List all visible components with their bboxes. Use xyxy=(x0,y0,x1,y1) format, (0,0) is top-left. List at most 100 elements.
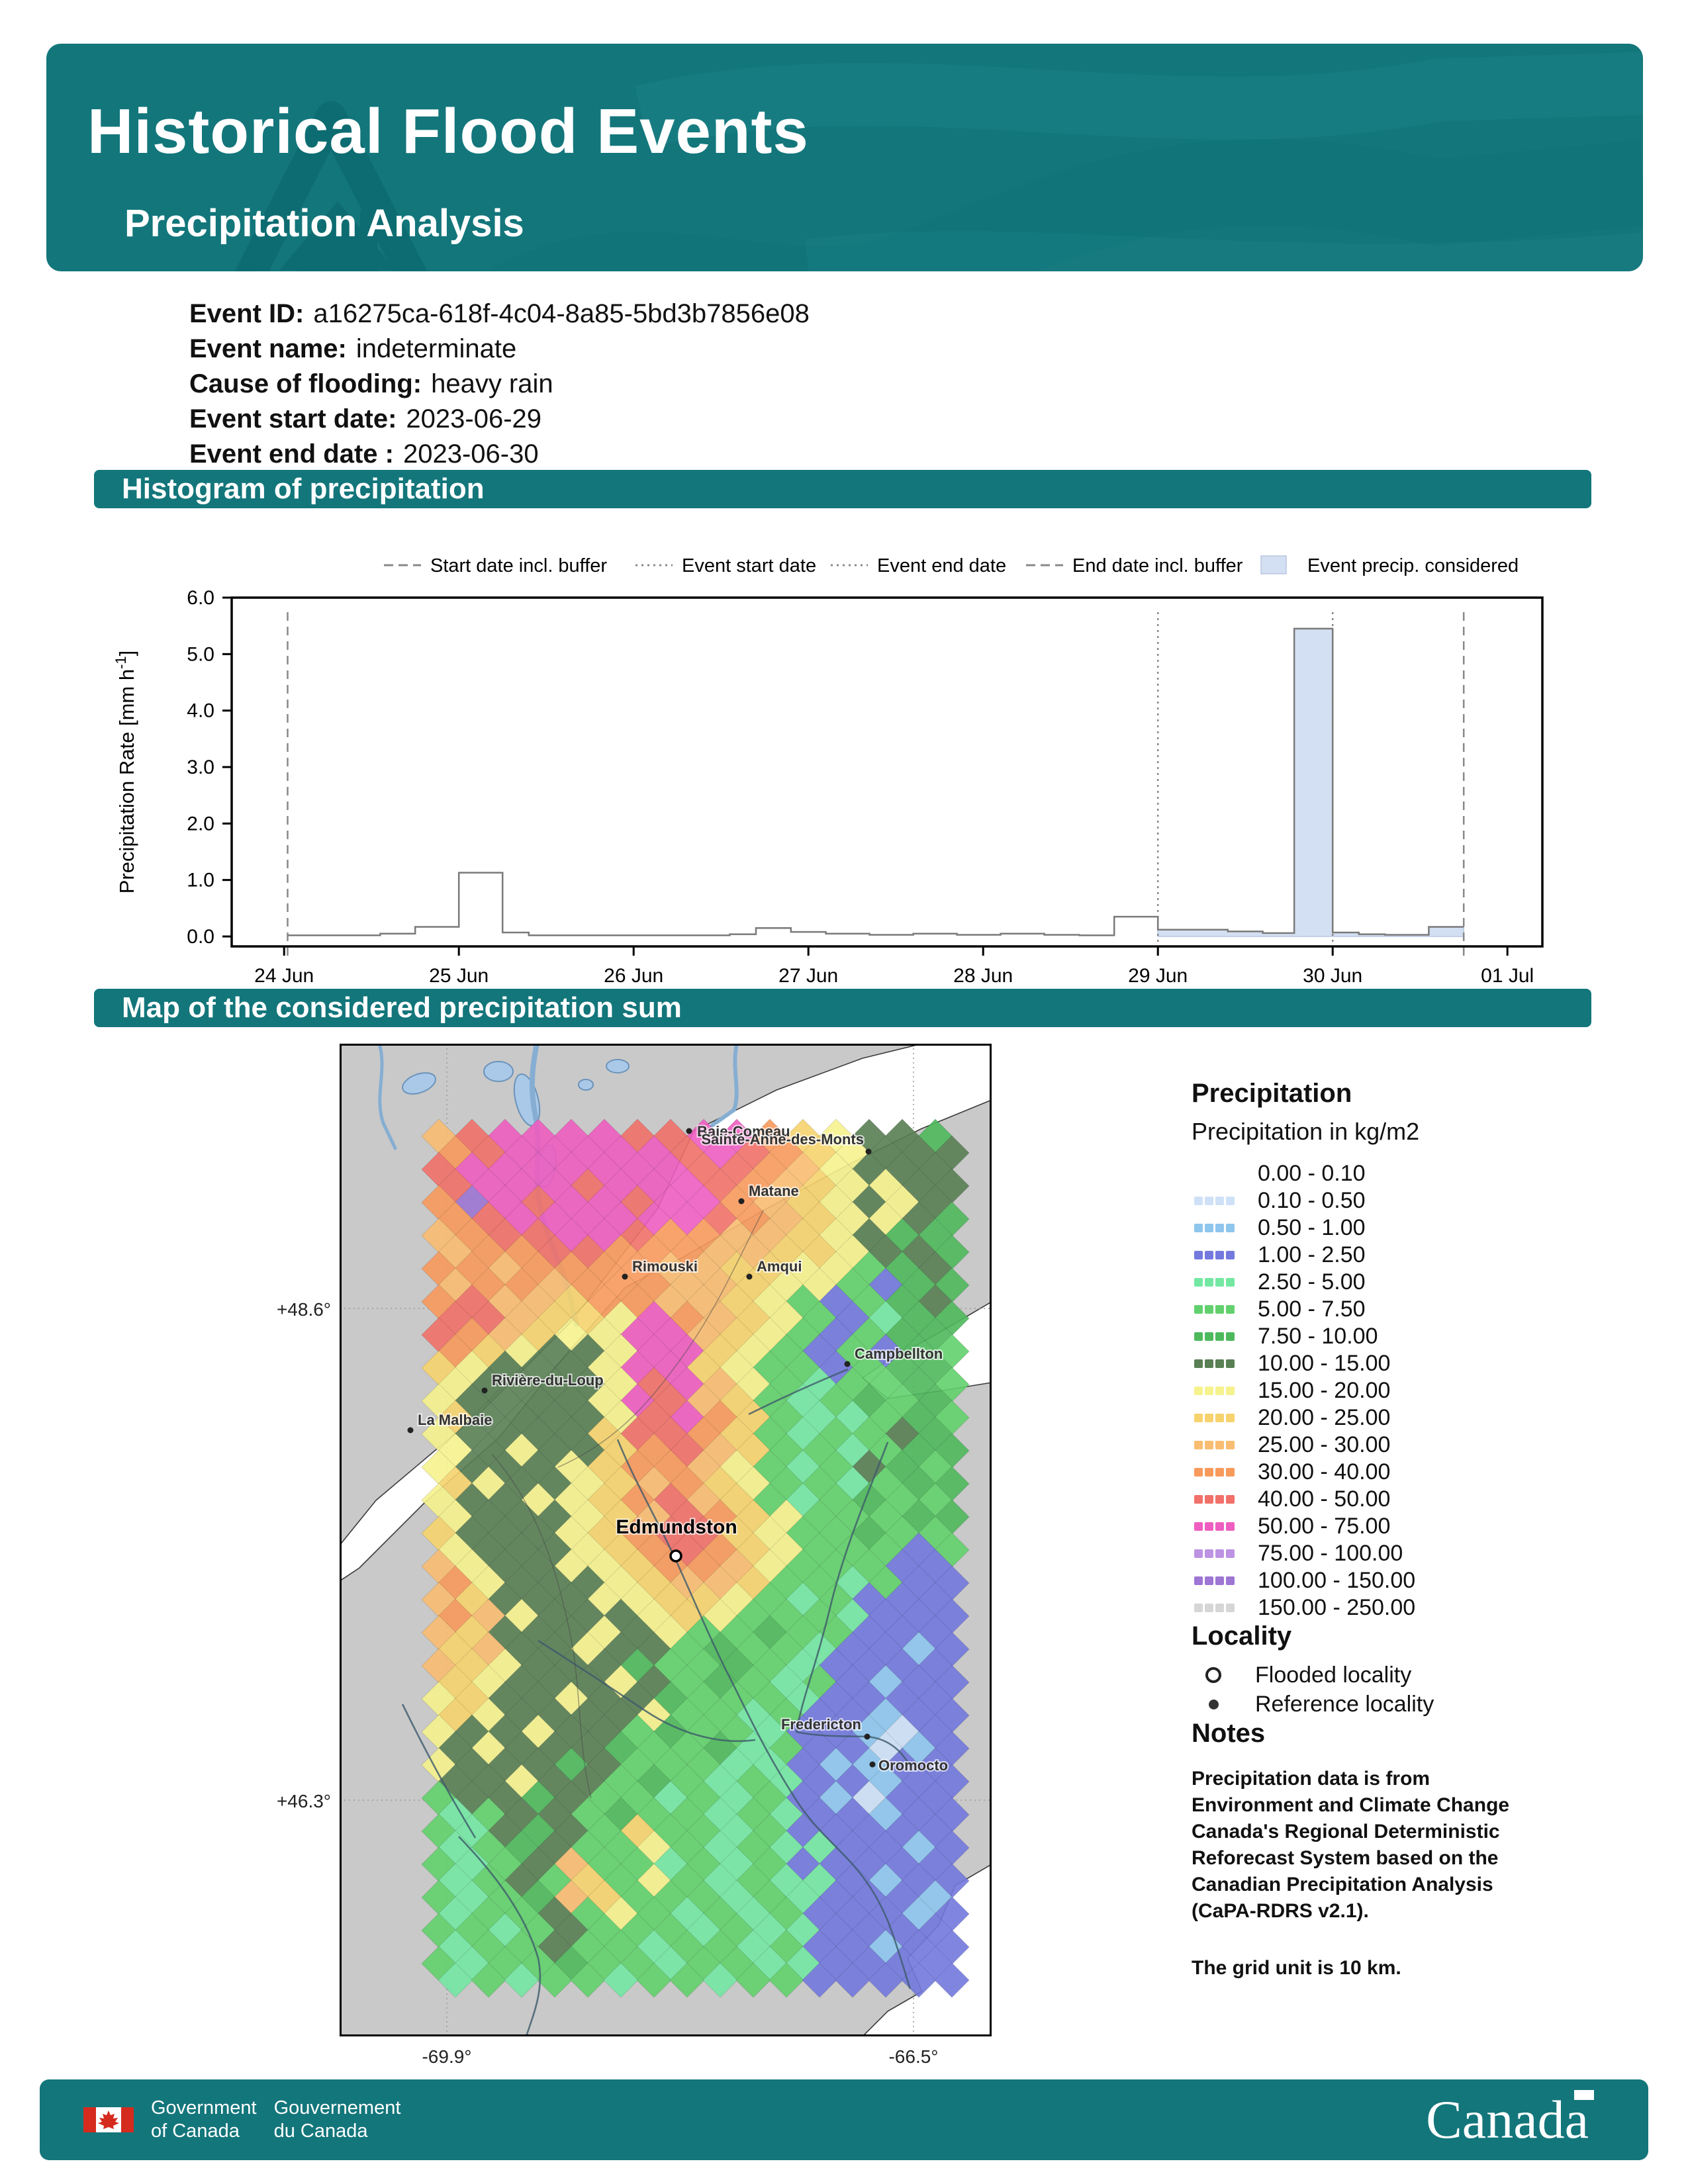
wordmark-flag-icon xyxy=(1574,2090,1594,2100)
map-lon-tick-label: -69.9° xyxy=(422,2046,472,2067)
city-label: Edmundston xyxy=(616,1516,737,1538)
legend-swatch xyxy=(1194,1495,1238,1504)
gov-en-line2: of Canada xyxy=(151,2120,240,2142)
precip-grid xyxy=(421,1118,970,1998)
section-header-map: Map of the considered precipitation sum xyxy=(94,989,1591,1027)
hist-legend-item: Event precip. considered xyxy=(1260,555,1519,576)
event-precip-fill xyxy=(1157,628,1464,937)
meta-value: heavy rain xyxy=(431,369,553,398)
hist-plot-frame xyxy=(230,596,1544,948)
city-label: Fredericton xyxy=(781,1716,861,1733)
legend-class-row: 150.00 - 250.00 xyxy=(1192,1594,1589,1621)
legend-class-row: 1.00 - 2.50 xyxy=(1192,1242,1589,1269)
hist-x-tick-label: 25 Jun xyxy=(429,965,489,986)
flooded-locality-marker xyxy=(669,1549,682,1563)
city-label: Sainte-Anne-des-Monts xyxy=(701,1131,864,1148)
hist-y-tick-label: 5.0 xyxy=(187,643,214,665)
gov-fr-line2: du Canada xyxy=(273,2120,368,2142)
precipitation-histogram: Start date incl. buffer Event start date E… xyxy=(113,555,1544,986)
legend-swatch xyxy=(1194,1359,1238,1368)
legend-swatch xyxy=(1194,1332,1238,1341)
legend-class-label: 75.00 - 100.00 xyxy=(1258,1541,1403,1566)
precip-cell xyxy=(471,1962,506,1998)
precip-cell xyxy=(636,1962,672,1998)
event-metadata: Event ID: a16275ca-618f-4c04-8a85-5bd3b78… xyxy=(189,296,810,472)
legend-class-label: 2.50 - 5.00 xyxy=(1258,1269,1366,1295)
hist-y-tick-label: 2.0 xyxy=(187,813,214,835)
legend-swatch xyxy=(1194,1549,1238,1558)
hist-legend-label: Event precip. considered xyxy=(1307,555,1519,576)
map-figure: Baie-Comeau Sainte-Anne-des-Monts Matane Ri… xyxy=(0,1032,1688,2078)
precip-cell xyxy=(934,1962,970,1998)
hist-y-tick-label: 0.0 xyxy=(187,926,214,948)
locality-row: Reference locality xyxy=(1192,1690,1589,1719)
city-label: Baie-Comeau xyxy=(697,1123,790,1140)
legend-class-label: 15.00 - 20.00 xyxy=(1258,1378,1391,1403)
gov-text-en: Government of Canada xyxy=(151,2097,257,2143)
hist-legend-label: Event start date xyxy=(682,555,816,576)
legend-swatch xyxy=(1194,1387,1238,1395)
city-label: Campbellton xyxy=(855,1345,943,1362)
legend-class-label: 7.50 - 10.00 xyxy=(1258,1324,1378,1349)
map-lat-tick-label: +46.3° xyxy=(276,1791,331,1811)
city-label: Rivière-du-Loup xyxy=(492,1372,604,1388)
notes-grid-unit: The grid unit is 10 km. xyxy=(1192,1957,1401,1979)
city-label: Rimouski xyxy=(632,1258,698,1275)
legend-class-row: 10.00 - 15.00 xyxy=(1192,1350,1589,1377)
precip-step-line xyxy=(287,627,1464,936)
legend-class-row: 0.10 - 0.50 xyxy=(1192,1187,1589,1214)
legend-class-label: 40.00 - 50.00 xyxy=(1258,1486,1391,1512)
legend-class-row: 75.00 - 100.00 xyxy=(1192,1540,1589,1567)
map-legend-panel: Precipitation Precipitation in kg/m2 0.0… xyxy=(1192,1079,1589,1981)
map-boundary-lines xyxy=(491,1210,764,1799)
hist-x-tick-label: 01 Jul xyxy=(1481,965,1534,986)
map-frame xyxy=(340,1044,992,2036)
precip-cell xyxy=(438,1962,473,1998)
footer-bar: Government of Canada Gouvernement du Can… xyxy=(40,2079,1648,2160)
reference-locality-icon xyxy=(1208,1699,1219,1709)
city-label: La Malbaie xyxy=(418,1412,492,1428)
city-label: Amqui xyxy=(757,1258,802,1275)
meta-event-id: Event ID: a16275ca-618f-4c04-8a85-5bd3b78… xyxy=(189,296,810,332)
legend-class-rows: 0.00 - 0.10 0.10 - 0.50 0.50 - 1.00 1.00 - … xyxy=(1192,1160,1589,1621)
meta-cause: Cause of flooding: heavy rain xyxy=(189,367,810,402)
canada-flag-icon xyxy=(83,2107,134,2132)
precip-cell xyxy=(603,1962,639,1998)
legend-class-row: 50.00 - 75.00 xyxy=(1192,1513,1589,1540)
meta-label: Cause of flooding: xyxy=(189,369,422,398)
precip-cell xyxy=(802,1962,837,1998)
legend-class-row: 0.50 - 1.00 xyxy=(1192,1214,1589,1242)
map-lat-tick-label: +48.6° xyxy=(276,1299,331,1320)
legend-class-label: 30.00 - 40.00 xyxy=(1258,1459,1391,1484)
legend-swatch xyxy=(1194,1169,1238,1178)
reference-locality-marker xyxy=(738,1198,745,1205)
city-label: Matane xyxy=(749,1183,799,1199)
legend-class-row: 7.50 - 10.00 xyxy=(1192,1323,1589,1350)
locality-row: Flooded locality xyxy=(1192,1661,1589,1690)
reference-locality-marker xyxy=(407,1427,414,1433)
hist-y-tick-label: 3.0 xyxy=(187,756,214,778)
reference-locality-marker xyxy=(865,1148,872,1155)
reference-locality-marker xyxy=(869,1761,876,1768)
legend-class-row: 2.50 - 5.00 xyxy=(1192,1269,1589,1296)
legend-class-label: 0.50 - 1.00 xyxy=(1258,1215,1366,1240)
legend-class-label: 20.00 - 25.00 xyxy=(1258,1405,1391,1430)
legend-swatch xyxy=(1194,1251,1238,1259)
legend-class-row: 25.00 - 30.00 xyxy=(1192,1432,1589,1459)
precip-cell xyxy=(570,1962,606,1998)
meta-value: 2023-06-30 xyxy=(402,439,539,469)
precip-cell xyxy=(504,1962,539,1998)
legend-class-label: 1.00 - 2.50 xyxy=(1258,1242,1366,1267)
meta-start-date: Event start date: 2023-06-29 xyxy=(189,402,810,437)
legend-swatch xyxy=(1194,1441,1238,1449)
hist-legend-item: Event end date xyxy=(831,555,1006,576)
meta-event-name: Event name: indeterminate xyxy=(189,332,810,367)
reference-locality-marker xyxy=(844,1361,851,1367)
legend-swatch xyxy=(1194,1197,1238,1205)
gov-text-fr: Gouvernement du Canada xyxy=(274,2097,401,2143)
reference-locality-marker xyxy=(481,1387,488,1394)
hist-x-tick-label: 26 Jun xyxy=(604,965,663,986)
flooded-locality-icon xyxy=(1205,1667,1221,1683)
reference-locality-marker xyxy=(622,1273,628,1280)
